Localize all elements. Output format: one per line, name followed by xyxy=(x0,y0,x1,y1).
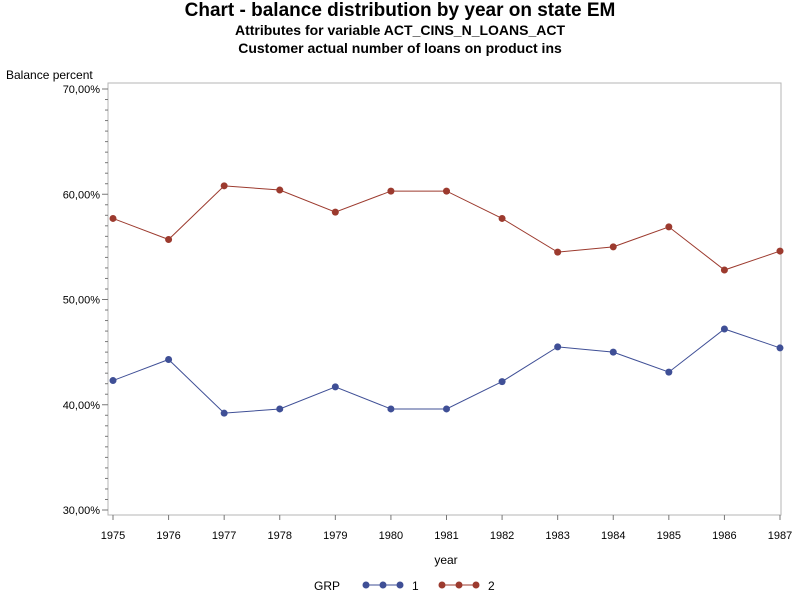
series-2-point xyxy=(720,266,728,274)
series-2-point xyxy=(554,248,562,256)
series-1-point xyxy=(220,409,228,417)
series-1-point xyxy=(109,377,117,385)
series-2-point xyxy=(276,186,284,194)
series-1-point xyxy=(276,405,284,413)
series-2-point xyxy=(387,187,395,195)
x-tick-label: 1982 xyxy=(490,530,514,542)
legend-label: 1 xyxy=(412,579,419,593)
series-2-point xyxy=(498,214,506,222)
series-1-point xyxy=(443,405,450,413)
x-tick-label: 1984 xyxy=(601,530,625,542)
x-tick-label: 1980 xyxy=(379,530,403,542)
x-tick-label: 1976 xyxy=(156,530,180,542)
series-1-point xyxy=(609,348,617,356)
plot-frame xyxy=(107,82,782,516)
series-2-point xyxy=(609,243,617,251)
legend: GRP 1 2 xyxy=(314,579,495,593)
legend-swatch-marker xyxy=(379,581,387,589)
series-1-point xyxy=(165,355,173,363)
series-2-point xyxy=(165,236,173,244)
series-1-point xyxy=(776,344,784,352)
x-axis-label: year xyxy=(434,553,457,567)
series-2-point xyxy=(220,182,228,190)
x-axis: 1975 1976 1977 1978 1979 1980 1981 1982 1983 1984… xyxy=(101,515,792,542)
legend-title: GRP xyxy=(314,579,340,593)
x-tick-label: 1987 xyxy=(768,530,792,542)
legend-swatch-marker xyxy=(396,581,404,589)
legend-label: 2 xyxy=(488,579,495,593)
series-2-line xyxy=(112,185,781,271)
series-group xyxy=(109,182,784,417)
y-tick-label: 60,00% xyxy=(63,189,101,201)
x-tick-label: 1975 xyxy=(101,530,125,542)
y-tick-label: 40,00% xyxy=(63,400,101,412)
x-tick-label: 1977 xyxy=(212,530,236,542)
legend-swatch-marker xyxy=(362,581,370,589)
series-1-point xyxy=(387,405,395,413)
series-2-point xyxy=(776,247,784,255)
x-tick-label: 1986 xyxy=(712,530,736,542)
x-tick-label: 1983 xyxy=(545,530,569,542)
series-2-point xyxy=(443,187,450,195)
series-2-point xyxy=(331,208,339,216)
y-axis: 30,00% 40,00% 50,00% 60,00% 70,00% xyxy=(63,84,108,517)
series-1-point xyxy=(554,343,562,351)
y-tick-label: 30,00% xyxy=(63,505,101,517)
legend-swatch-marker xyxy=(438,581,446,589)
series-2-point xyxy=(665,223,673,231)
series-1-point xyxy=(498,378,506,386)
y-tick-label: 50,00% xyxy=(63,295,101,307)
series-1-point xyxy=(720,325,728,333)
chart-subtitle-2: Customer actual number of loans on produ… xyxy=(238,40,562,56)
y-tick-label: 70,00% xyxy=(63,84,101,96)
x-tick-label: 1978 xyxy=(268,530,292,542)
chart-title: Chart - balance distribution by year on … xyxy=(184,0,616,21)
series-1-point xyxy=(665,368,673,376)
x-tick-label: 1981 xyxy=(434,530,458,542)
series-1-line xyxy=(112,328,781,414)
x-tick-label: 1979 xyxy=(323,530,347,542)
series-2-point xyxy=(109,214,117,222)
legend-swatch-marker xyxy=(472,581,480,589)
legend-swatch-marker xyxy=(455,581,463,589)
y-axis-label: Balance percent xyxy=(6,68,93,82)
chart-subtitle-1: Attributes for variable ACT_CINS_N_LOANS… xyxy=(234,22,566,38)
x-tick-label: 1985 xyxy=(657,530,681,542)
series-1-point xyxy=(331,383,339,391)
